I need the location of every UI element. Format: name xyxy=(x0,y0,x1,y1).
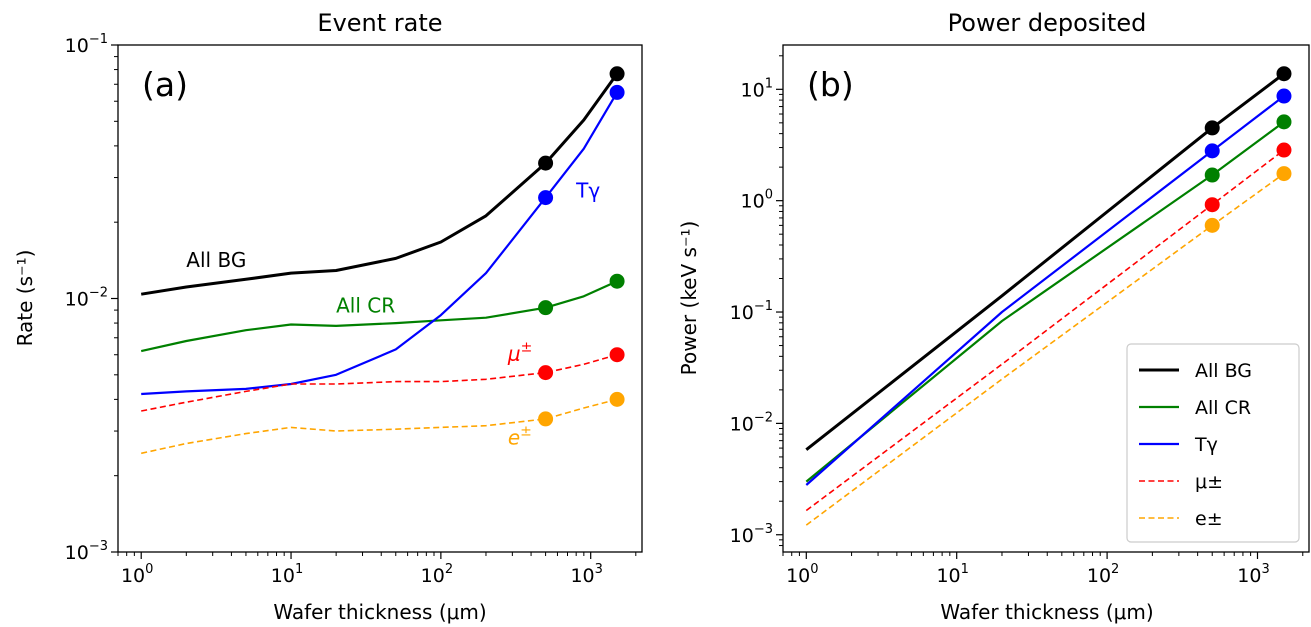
y-tick-label: 10−3 xyxy=(730,522,773,547)
x-tick-label: 102 xyxy=(1087,562,1119,587)
series-marker xyxy=(1276,142,1292,158)
series-marker xyxy=(1204,143,1220,159)
series-line xyxy=(141,353,618,412)
series-line xyxy=(140,280,618,353)
y-tick-label: 100 xyxy=(741,188,773,213)
y-tick-label: 101 xyxy=(741,76,773,101)
plot-frame xyxy=(117,44,643,553)
legend-label: Tγ xyxy=(1194,434,1218,456)
series-line xyxy=(141,91,619,396)
series-marker xyxy=(609,66,625,82)
series-line xyxy=(805,172,1285,526)
series-line xyxy=(805,95,1285,486)
series-marker xyxy=(609,84,625,100)
panel-label: (a) xyxy=(142,65,188,104)
series-marker xyxy=(1276,166,1292,182)
y-tick-label: 10−3 xyxy=(65,539,108,564)
series-marker xyxy=(1276,88,1292,104)
legend-label: e± xyxy=(1195,508,1223,530)
series-line xyxy=(141,398,618,455)
series-marker xyxy=(538,300,554,316)
minor-ticks xyxy=(114,56,637,556)
series-line xyxy=(805,72,1285,451)
series-marker xyxy=(1204,197,1220,213)
series-line xyxy=(805,149,1285,512)
series-group xyxy=(140,72,619,455)
series-label: All CR xyxy=(336,294,395,318)
series-label: e± xyxy=(508,424,532,450)
series-marker xyxy=(1204,120,1220,136)
x-tick-label: 101 xyxy=(271,562,303,587)
legend-label: μ± xyxy=(1195,471,1223,493)
minor-ticks xyxy=(779,55,1304,556)
series-marker xyxy=(1204,167,1220,183)
series-marker xyxy=(538,190,554,206)
y-tick-label: 10−2 xyxy=(730,410,773,435)
legend: All BG All CR Tγ μ± e± xyxy=(1126,343,1300,543)
panel-a-title: Event rate xyxy=(317,9,442,37)
series-marker xyxy=(609,273,625,289)
legend-label: All CR xyxy=(1195,397,1251,419)
panel-a: Event rate 100 101 102 103 10−3 10−2 10−1 All B… xyxy=(13,9,643,624)
series-marker xyxy=(1276,66,1292,82)
series-marker xyxy=(538,365,554,381)
x-tick-label: 103 xyxy=(570,562,602,587)
series-marker xyxy=(1276,114,1292,130)
series-marker xyxy=(609,347,625,363)
panel-b: Power deposited 100 101 102 103 10−3 10−2 10−1… xyxy=(677,9,1310,624)
panel-a-plot: 100 101 102 103 10−3 10−2 10−1 All BG All CR Tγ μ±… xyxy=(65,32,643,587)
series-marker xyxy=(1204,217,1220,233)
panel-a-xlabel: Wafer thickness (μm) xyxy=(273,600,486,624)
panel-label: (b) xyxy=(807,65,854,104)
legend-label: All BG xyxy=(1195,360,1252,382)
plot-frame xyxy=(782,44,1310,553)
series-label: μ± xyxy=(507,339,532,365)
series-line xyxy=(805,121,1285,483)
y-tick-label: 10−2 xyxy=(65,286,108,311)
series-label: All BG xyxy=(186,248,246,272)
panel-a-ylabel: Rate (s⁻¹) xyxy=(13,250,37,347)
legend-box xyxy=(1126,343,1300,543)
x-tick-label: 100 xyxy=(121,562,153,587)
x-tick-label: 102 xyxy=(421,562,453,587)
series-line xyxy=(140,72,619,296)
series-marker xyxy=(609,391,625,407)
series-marker xyxy=(538,155,554,171)
y-tick-label: 10−1 xyxy=(65,32,108,57)
panel-b-xlabel: Wafer thickness (μm) xyxy=(940,600,1153,624)
series-group xyxy=(805,72,1285,526)
series-marker xyxy=(538,411,554,427)
series-label: Tγ xyxy=(575,179,600,203)
x-tick-label: 101 xyxy=(936,562,968,587)
y-tick-label: 10−1 xyxy=(730,299,773,324)
panel-b-title: Power deposited xyxy=(948,9,1147,37)
x-tick-label: 103 xyxy=(1237,562,1269,587)
panel-b-ylabel: Power (keV s⁻¹) xyxy=(677,221,701,376)
x-tick-label: 100 xyxy=(786,562,818,587)
